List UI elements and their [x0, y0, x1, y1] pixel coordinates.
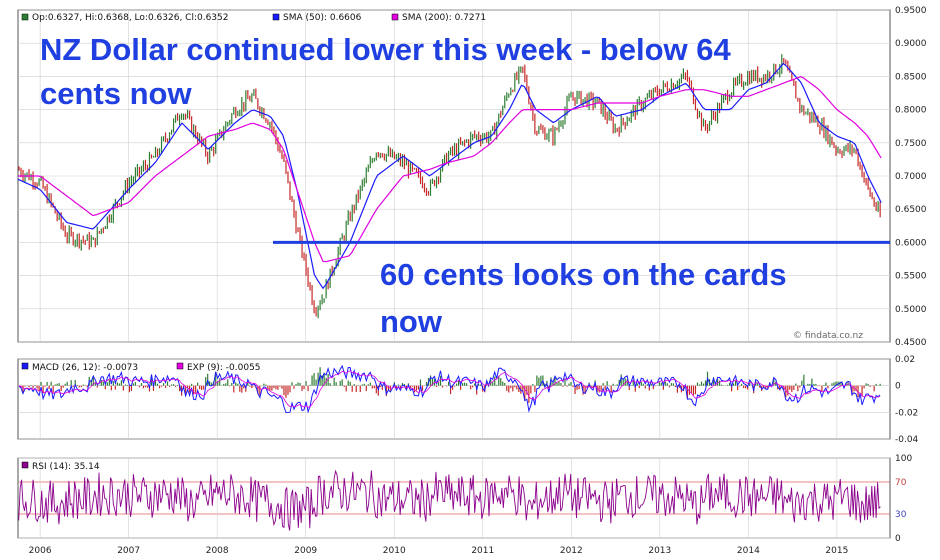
price-ytick-label: 0.8000 [895, 106, 927, 116]
price-ytick-label: 0.8500 [895, 72, 927, 82]
legend-rsi: RSI (14): 35.14 [32, 462, 100, 472]
rsi-ytick-label: 100 [895, 454, 912, 464]
xtick-label: 2009 [294, 546, 317, 556]
rsi-ytick-label: 30 [895, 510, 907, 520]
price-ytick-label: 0.6500 [895, 205, 927, 215]
xtick-label: 2015 [825, 546, 848, 556]
legend-swatch-sma50 [272, 13, 280, 21]
legend-ohlc: Op:0.6327, Hi:0.6368, Lo:0.6326, Cl:0.63… [32, 13, 228, 23]
macd-panel [17, 358, 891, 440]
macd-ytick-label: 0 [895, 382, 901, 392]
watermark: © findata.co.nz [793, 331, 863, 341]
xtick-label: 2012 [560, 546, 583, 556]
macd-lines [18, 364, 881, 414]
rsi-legend: RSI (14): 35.14 [21, 461, 100, 472]
rsi-line [18, 469, 881, 531]
price-ytick-label: 0.6000 [895, 238, 927, 248]
sma-200-line [18, 76, 882, 263]
annotation-headline-line2: cents now [40, 76, 192, 111]
annotation-headline-line1: NZ Dollar continued lower this week - be… [40, 32, 731, 67]
xtick-label: 2006 [29, 546, 52, 556]
legend-macd: MACD (26, 12): -0.0073 [32, 363, 138, 373]
xtick-label: 2011 [471, 546, 494, 556]
xtick-label: 2008 [206, 546, 229, 556]
legend-sma50: SMA (50): 0.6606 [283, 13, 362, 23]
xtick-label: 2014 [737, 546, 760, 556]
legend-swatch-macd [21, 362, 29, 370]
price-ytick-label: 0.5500 [895, 272, 927, 282]
annotation-target-line2: now [380, 304, 443, 339]
rsi-ytick-label: 70 [895, 478, 907, 488]
annotation-target-line1: 60 cents looks on the cards [380, 257, 787, 292]
xtick-label: 2007 [117, 546, 140, 556]
price-ytick-label: 0.5000 [895, 305, 927, 315]
legend-swatch-ohlc [21, 13, 29, 21]
price-ytick-label: 0.4500 [895, 338, 927, 348]
axis-tick-labels: 0.9500 0.9000 0.8500 0.8000 0.7500 0.7000 0.65… [29, 6, 927, 556]
legend-swatch-exp [176, 362, 184, 370]
xtick-label: 2010 [383, 546, 406, 556]
sma-lines [17, 62, 882, 290]
legend-exp: EXP (9): -0.0055 [187, 363, 261, 373]
price-ytick-label: 0.7000 [895, 172, 927, 182]
rsi-line [18, 469, 881, 531]
macd-ytick-label: 0.02 [895, 355, 915, 365]
grid-lines [18, 9, 890, 539]
macd-ytick-label: -0.04 [895, 435, 919, 445]
macd-legend: MACD (26, 12): -0.0073 EXP (9): -0.0055 [21, 362, 261, 373]
legend-swatch-sma200 [391, 13, 399, 21]
sma-50-line [17, 62, 882, 290]
macd-ytick-label: -0.02 [895, 408, 918, 418]
xtick-label: 2013 [648, 546, 671, 556]
price-legend: Op:0.6327, Hi:0.6368, Lo:0.6326, Cl:0.63… [21, 13, 486, 23]
price-ytick-label: 0.9500 [895, 6, 927, 16]
rsi-ytick-label: 0 [895, 534, 901, 544]
legend-swatch-rsi [21, 461, 29, 469]
price-ytick-label: 0.9000 [895, 39, 927, 49]
price-bars [18, 54, 881, 319]
legend-sma200: SMA (200): 0.7271 [402, 13, 486, 23]
exp-signal-line [18, 370, 881, 408]
price-ytick-label: 0.7500 [895, 139, 927, 149]
